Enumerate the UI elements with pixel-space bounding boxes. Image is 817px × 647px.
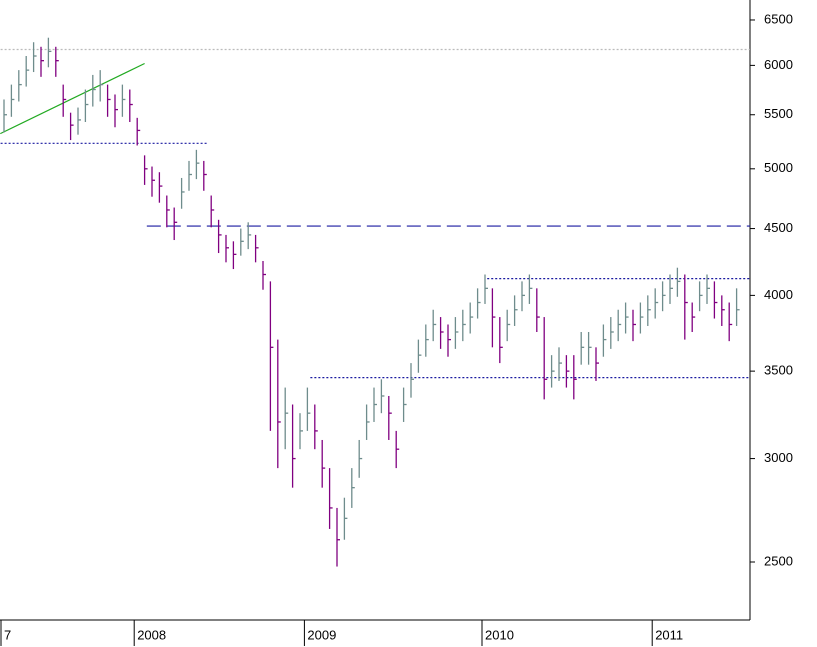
y-tick-label: 5000 <box>764 160 793 175</box>
y-tick-label: 4500 <box>764 220 793 235</box>
level-line <box>0 62 145 135</box>
x-tick-label: 2011 <box>655 627 683 642</box>
x-tick-label: 7 <box>4 627 11 642</box>
x-tick-label: 2009 <box>307 627 336 642</box>
y-tick-label: 3500 <box>764 363 793 378</box>
y-tick-label: 2500 <box>764 553 793 568</box>
y-tick-label: 3000 <box>764 450 793 465</box>
y-tick-label: 4000 <box>764 287 793 302</box>
y-tick-label: 5500 <box>764 106 793 121</box>
x-tick-label: 2010 <box>485 627 514 642</box>
y-tick-label: 6500 <box>764 11 793 26</box>
y-tick-label: 6000 <box>764 57 793 72</box>
x-tick-label: 2008 <box>137 627 166 642</box>
